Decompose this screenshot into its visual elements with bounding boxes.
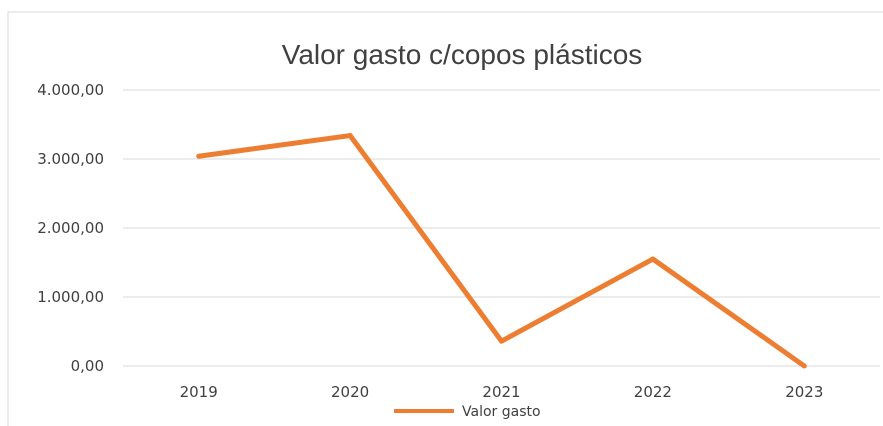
legend: Valor gasto: [394, 404, 541, 420]
series-layer: [196, 133, 807, 369]
x-tick-label: 2021: [482, 383, 520, 401]
data-point: [801, 363, 807, 369]
data-point: [347, 133, 353, 139]
series-line-valor-gasto: [198, 133, 806, 369]
y-tick-label: 0,00: [71, 357, 104, 375]
y-tick-label: 4.000,00: [37, 81, 104, 99]
data-point: [650, 256, 656, 262]
data-point: [196, 153, 202, 159]
gridlines: [123, 89, 880, 367]
x-tick-label: 2022: [634, 383, 672, 401]
y-tick-label: 2.000,00: [37, 219, 104, 237]
x-tick-label: 2019: [180, 383, 218, 401]
x-axis-tick-labels: 2019 2020 2021 2022 2023: [180, 383, 824, 401]
y-axis-tick-labels: 0,00 1.000,00 2.000,00 3.000,00 4.000,00: [37, 81, 104, 375]
legend-label-valor-gasto: Valor gasto: [462, 404, 541, 420]
x-tick-label: 2020: [331, 383, 369, 401]
data-point: [499, 338, 504, 344]
y-tick-label: 3.000,00: [37, 150, 104, 168]
chart-frame: [7, 11, 883, 426]
chart-title: Valor gasto c/copos plásticos: [282, 39, 643, 70]
x-tick-label: 2023: [785, 383, 823, 401]
y-tick-label: 1.000,00: [37, 288, 104, 306]
